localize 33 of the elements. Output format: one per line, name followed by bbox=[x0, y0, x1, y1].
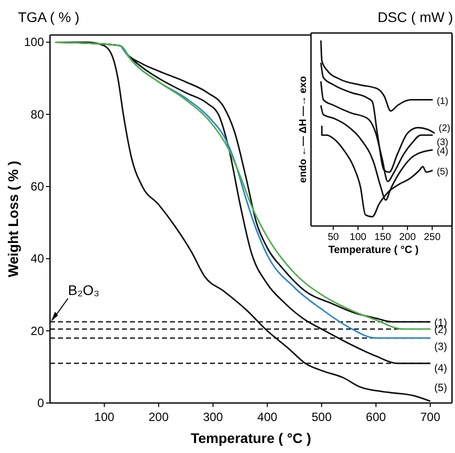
x-tick-label: 250 bbox=[424, 232, 441, 243]
chart-title: TGA ( % ) bbox=[18, 9, 80, 25]
x-axis-title: Temperature ( °C ) bbox=[328, 244, 419, 256]
y-tick-label: 60 bbox=[30, 180, 44, 194]
series-label: (3) bbox=[436, 137, 448, 148]
x-tick-label: 600 bbox=[366, 410, 386, 424]
annotation: B₂O₃ bbox=[68, 282, 100, 298]
y-axis-title: endo ←— ΔH —→ exo bbox=[298, 76, 309, 183]
y-tick-label: 80 bbox=[30, 107, 44, 122]
y-tick-label: 40 bbox=[30, 252, 44, 266]
x-tick-label: 100 bbox=[94, 410, 115, 424]
series-label: (3) bbox=[434, 341, 448, 354]
x-tick-label: 400 bbox=[257, 410, 278, 424]
series-label: (5) bbox=[436, 166, 448, 178]
x-tick-label: 100 bbox=[350, 232, 367, 243]
chart-title: DSC ( mW ) bbox=[378, 9, 453, 25]
y-tick-label: 20 bbox=[30, 324, 44, 338]
series-label: (5) bbox=[434, 382, 448, 394]
y-axis-title: Weight Loss ( % ) bbox=[5, 160, 21, 278]
x-tick-label: 300 bbox=[202, 410, 224, 424]
x-axis-title: Temperature ( °C ) bbox=[190, 430, 312, 446]
x-tick-label: 200 bbox=[148, 410, 169, 424]
x-tick-label: 200 bbox=[399, 232, 416, 243]
series-label: (1) bbox=[436, 96, 448, 107]
y-tick-label: 0 bbox=[37, 396, 44, 410]
x-tick-label: 150 bbox=[374, 232, 392, 243]
x-tick-label: 500 bbox=[312, 410, 332, 424]
series-label: (2) bbox=[438, 123, 450, 134]
x-tick-label: 50 bbox=[328, 232, 340, 243]
x-tick-label: 700 bbox=[420, 410, 441, 424]
y-tick-label: 100 bbox=[24, 35, 44, 50]
series-label: (4) bbox=[434, 362, 448, 374]
series-label: (4) bbox=[436, 146, 448, 157]
